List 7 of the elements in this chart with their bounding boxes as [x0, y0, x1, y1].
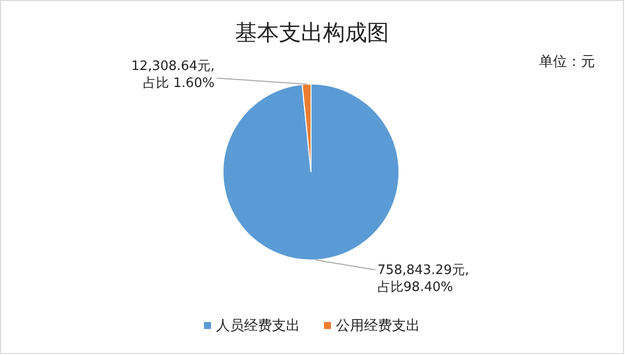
chart-title: 基本支出构成图 [235, 21, 389, 46]
legend-label: 公用经费支出 [336, 318, 420, 334]
data-label: 12,308.64元, 占比 1.60% [131, 59, 215, 92]
data-label: 758,843.29元, 占比98.40% [377, 262, 469, 295]
pie-slice [222, 84, 400, 260]
legend-label: 人员经费支出 [216, 318, 300, 334]
text: 单位：元 [539, 54, 595, 70]
